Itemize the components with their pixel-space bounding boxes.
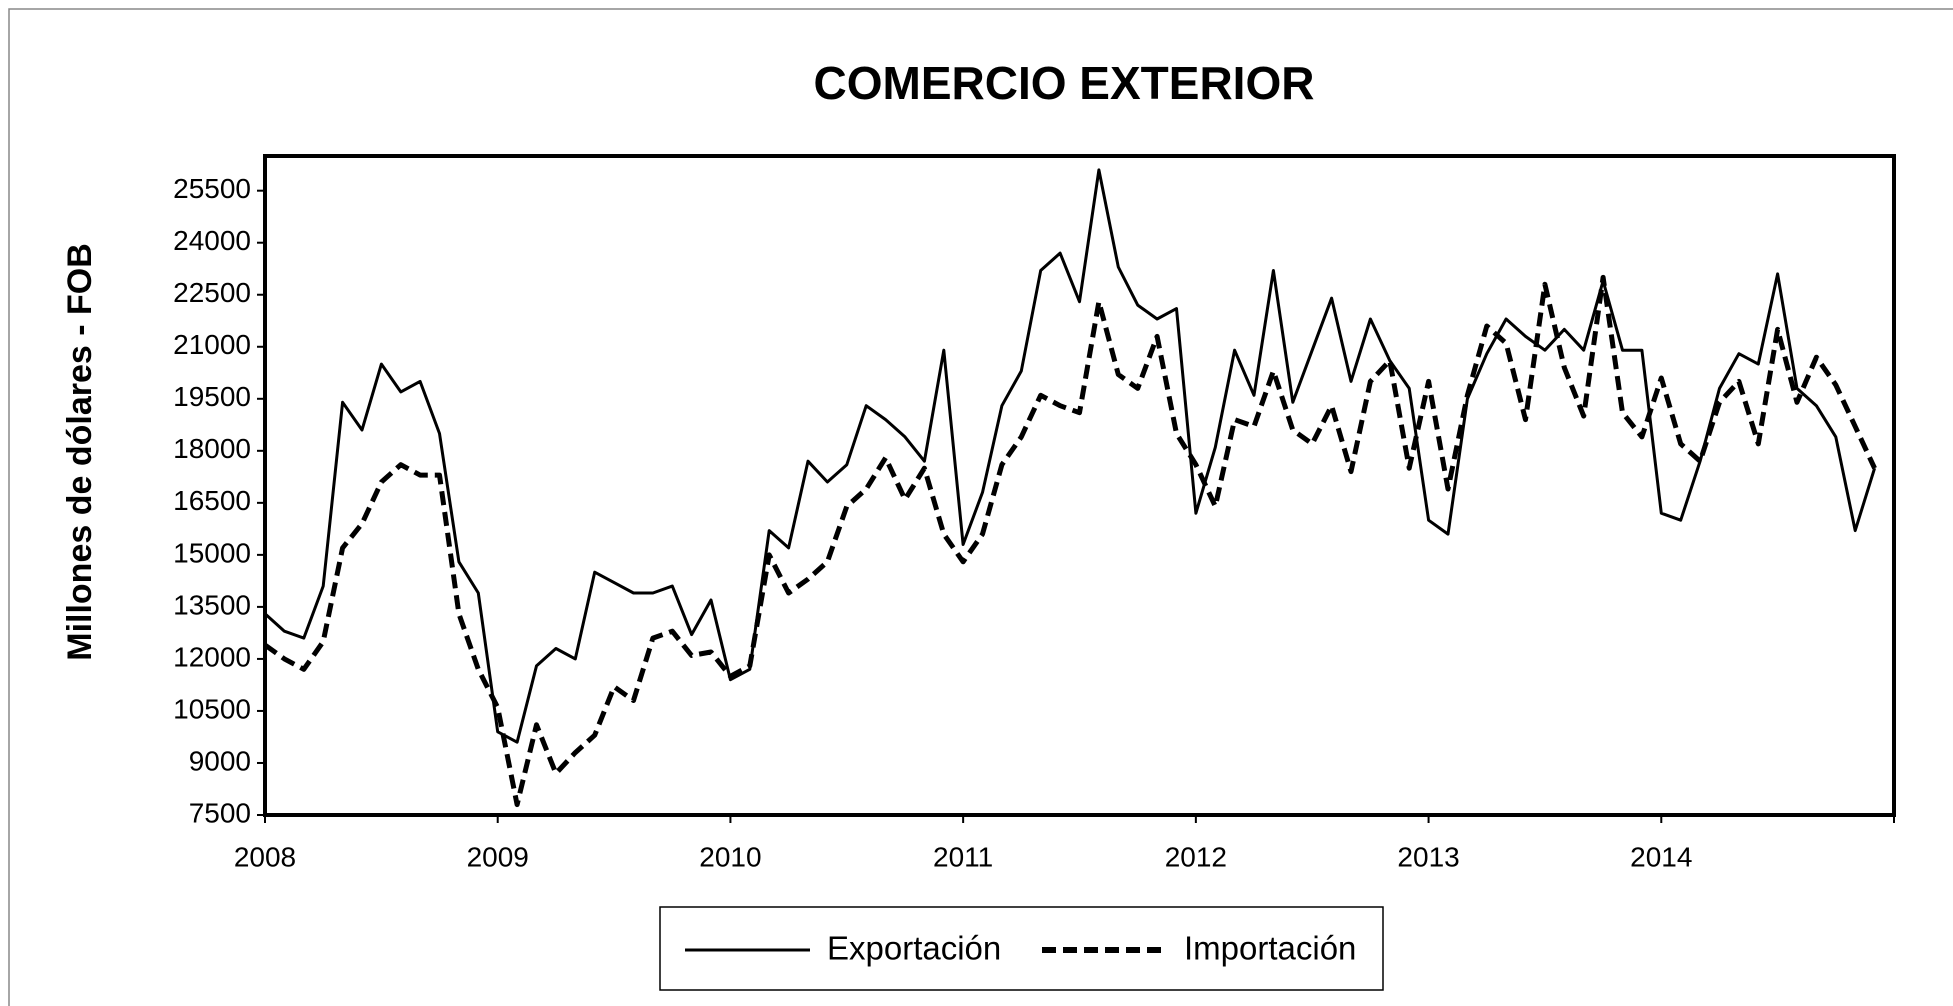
- y-tick-label: 12000: [173, 641, 251, 672]
- y-tick-label: 19500: [173, 381, 251, 412]
- x-tick-label: 2014: [1630, 841, 1692, 872]
- x-tick-label: 2009: [467, 841, 529, 872]
- x-tick-label: 2013: [1397, 841, 1459, 872]
- x-tick-label: 2012: [1165, 841, 1227, 872]
- chart-title: COMERCIO EXTERIOR: [814, 57, 1315, 109]
- y-axis-label: Millones de dólares - FOB: [61, 243, 99, 661]
- legend-label: Importación: [1184, 930, 1356, 967]
- y-tick-label: 24000: [173, 225, 251, 256]
- data-line: [263, 168, 1877, 744]
- chart-border: [8, 8, 1953, 1006]
- y-tick-label: 10500: [173, 693, 251, 724]
- y-tick-label: 21000: [173, 329, 251, 360]
- y-tick-label: 18000: [173, 433, 251, 464]
- legend-label: Exportación: [827, 930, 1001, 967]
- y-tick-label: 9000: [189, 745, 251, 776]
- x-tick-label: 2010: [699, 841, 761, 872]
- y-tick-label: 13500: [173, 589, 251, 620]
- y-tick-label: 25500: [173, 173, 251, 204]
- x-tick-label: 2011: [933, 841, 993, 872]
- y-tick-label: 16500: [173, 485, 251, 516]
- y-tick-label: 22500: [173, 277, 251, 308]
- x-tick-label: 2008: [234, 841, 296, 872]
- y-tick-label: 15000: [173, 537, 251, 568]
- data-line: [263, 274, 1877, 808]
- y-tick-label: 7500: [189, 797, 251, 828]
- plot-area: [263, 154, 1896, 817]
